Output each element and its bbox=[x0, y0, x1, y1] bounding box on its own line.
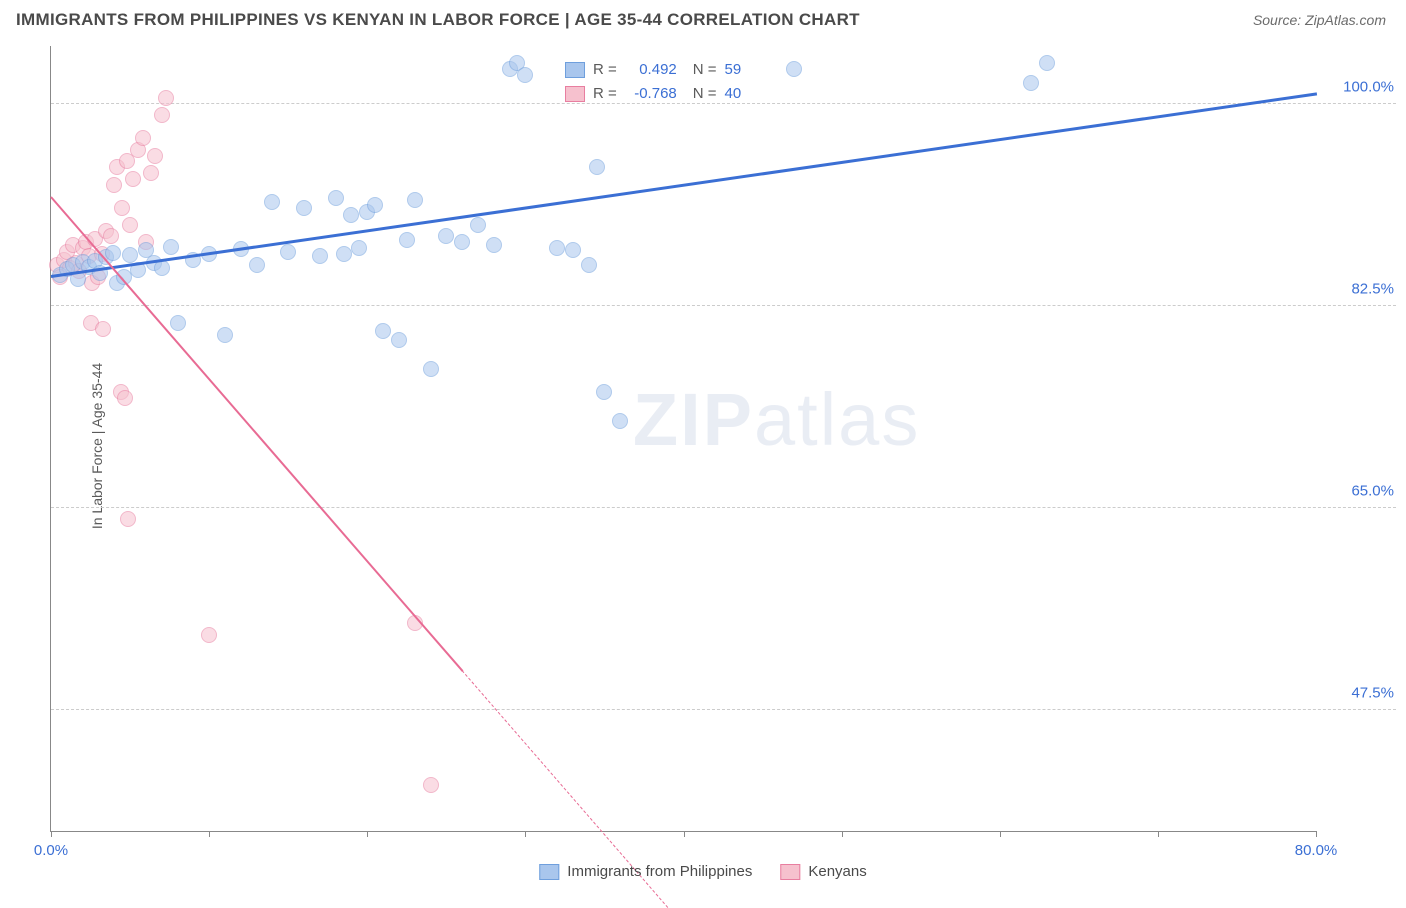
data-point-philippines bbox=[122, 247, 138, 263]
data-point-philippines bbox=[470, 217, 486, 233]
data-point-kenyans bbox=[147, 148, 163, 164]
data-point-philippines bbox=[399, 232, 415, 248]
legend-item-kenyans: Kenyans bbox=[780, 863, 866, 880]
data-point-kenyans bbox=[122, 217, 138, 233]
data-point-kenyans bbox=[117, 390, 133, 406]
data-point-philippines bbox=[391, 332, 407, 348]
data-point-kenyans bbox=[120, 511, 136, 527]
series-legend: Immigrants from Philippines Kenyans bbox=[539, 863, 866, 880]
swatch-philippines bbox=[539, 864, 559, 880]
data-point-kenyans bbox=[135, 130, 151, 146]
data-point-philippines bbox=[486, 237, 502, 253]
x-tick-label: 80.0% bbox=[1295, 842, 1338, 859]
x-tick-label: 0.0% bbox=[34, 842, 68, 859]
grid-line bbox=[51, 103, 1396, 104]
x-tick bbox=[842, 831, 843, 837]
data-point-philippines bbox=[351, 240, 367, 256]
data-point-philippines bbox=[217, 327, 233, 343]
legend-row-philippines: R = 0.492 N = 59 bbox=[565, 58, 741, 82]
y-tick-label: 65.0% bbox=[1351, 482, 1394, 499]
grid-line bbox=[51, 709, 1396, 710]
data-point-kenyans bbox=[201, 627, 217, 643]
data-point-philippines bbox=[375, 323, 391, 339]
y-tick-label: 47.5% bbox=[1351, 684, 1394, 701]
correlation-legend: R = 0.492 N = 59 R = -0.768 N = 40 bbox=[557, 54, 749, 110]
x-tick bbox=[367, 831, 368, 837]
swatch-kenyans bbox=[780, 864, 800, 880]
data-point-philippines bbox=[407, 192, 423, 208]
data-point-philippines bbox=[612, 413, 628, 429]
data-point-philippines bbox=[589, 159, 605, 175]
x-tick bbox=[684, 831, 685, 837]
swatch-philippines bbox=[565, 62, 585, 78]
scatter-plot-area: ZIPatlas R = 0.492 N = 59 R = -0.768 N =… bbox=[50, 46, 1316, 832]
legend-item-philippines: Immigrants from Philippines bbox=[539, 863, 752, 880]
watermark: ZIPatlas bbox=[633, 377, 920, 462]
data-point-philippines bbox=[170, 315, 186, 331]
x-tick bbox=[209, 831, 210, 837]
data-point-kenyans bbox=[106, 177, 122, 193]
swatch-kenyans bbox=[565, 86, 585, 102]
source-attribution: Source: ZipAtlas.com bbox=[1253, 12, 1386, 28]
data-point-philippines bbox=[438, 228, 454, 244]
x-tick bbox=[525, 831, 526, 837]
data-point-philippines bbox=[264, 194, 280, 210]
data-point-philippines bbox=[367, 197, 383, 213]
data-point-philippines bbox=[581, 257, 597, 273]
data-point-philippines bbox=[565, 242, 581, 258]
data-point-kenyans bbox=[103, 228, 119, 244]
data-point-kenyans bbox=[158, 90, 174, 106]
x-tick bbox=[1316, 831, 1317, 837]
data-point-philippines bbox=[343, 207, 359, 223]
data-point-philippines bbox=[105, 245, 121, 261]
data-point-philippines bbox=[1023, 75, 1039, 91]
data-point-philippines bbox=[336, 246, 352, 262]
y-tick-label: 82.5% bbox=[1351, 280, 1394, 297]
data-point-philippines bbox=[163, 239, 179, 255]
data-point-kenyans bbox=[114, 200, 130, 216]
data-point-philippines bbox=[280, 244, 296, 260]
data-point-philippines bbox=[328, 190, 344, 206]
data-point-kenyans bbox=[95, 321, 111, 337]
chart-title: IMMIGRANTS FROM PHILIPPINES VS KENYAN IN… bbox=[16, 10, 860, 30]
x-tick bbox=[1158, 831, 1159, 837]
grid-line bbox=[51, 305, 1396, 306]
x-tick bbox=[51, 831, 52, 837]
data-point-kenyans bbox=[143, 165, 159, 181]
data-point-philippines bbox=[312, 248, 328, 264]
trend-line-philippines bbox=[51, 92, 1317, 278]
data-point-kenyans bbox=[423, 777, 439, 793]
data-point-philippines bbox=[517, 67, 533, 83]
data-point-philippines bbox=[1039, 55, 1055, 71]
data-point-philippines bbox=[423, 361, 439, 377]
data-point-philippines bbox=[249, 257, 265, 273]
data-point-philippines bbox=[549, 240, 565, 256]
y-tick-label: 100.0% bbox=[1343, 78, 1394, 95]
data-point-philippines bbox=[596, 384, 612, 400]
data-point-philippines bbox=[454, 234, 470, 250]
data-point-kenyans bbox=[125, 171, 141, 187]
data-point-philippines bbox=[786, 61, 802, 77]
data-point-kenyans bbox=[154, 107, 170, 123]
x-tick bbox=[1000, 831, 1001, 837]
grid-line bbox=[51, 507, 1396, 508]
data-point-philippines bbox=[296, 200, 312, 216]
